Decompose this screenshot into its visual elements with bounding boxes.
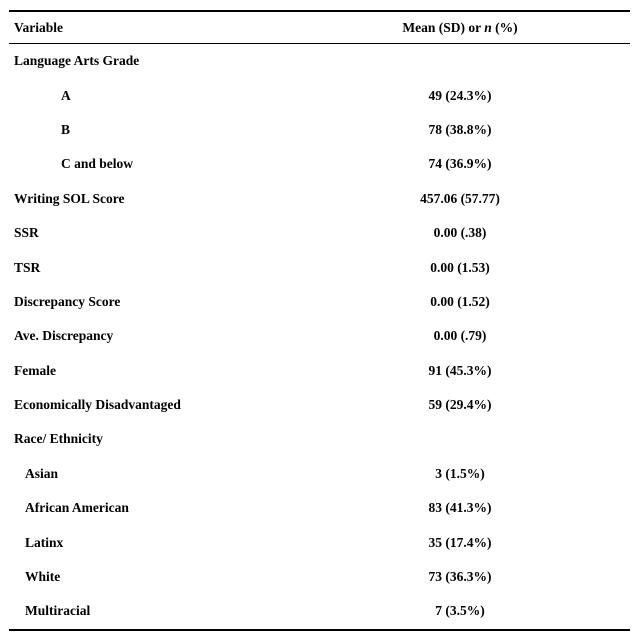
row-value: 3 (1.5%) — [435, 465, 485, 481]
row-label: Female — [14, 362, 56, 378]
table-row: Language Arts Grade — [9, 44, 630, 78]
table-top-rule — [9, 10, 630, 12]
table-header-row: Variable Mean (SD) or n (%) — [9, 12, 630, 43]
row-label: C and below — [61, 156, 134, 172]
row-label: A — [61, 87, 71, 103]
row-value: 0.00 (.38) — [433, 225, 487, 241]
row-label: SSR — [14, 225, 39, 241]
table-row: Asian 3 (1.5%) — [9, 457, 630, 491]
descriptive-statistics-table: Variable Mean (SD) or n (%) Language Art… — [9, 10, 630, 631]
row-label: Discrepancy Score — [14, 293, 121, 309]
table-row: Ave. Discrepancy 0.00 (.79) — [9, 319, 630, 353]
row-value: 78 (38.8%) — [428, 121, 492, 137]
row-value: 74 (36.9%) — [428, 156, 492, 172]
row-value: 73 (36.3%) — [428, 569, 492, 585]
table-row: B 78 (38.8%) — [9, 113, 630, 147]
value-header-n-italic: n — [484, 19, 492, 35]
column-header-variable: Variable — [14, 19, 64, 35]
row-value: 0.00 (.79) — [433, 328, 487, 344]
table-header-rule — [9, 43, 630, 44]
table-row: Writing SOL Score 457.06 (57.77) — [9, 182, 630, 216]
table-row: C and below 74 (36.9%) — [9, 147, 630, 181]
table-row: SSR 0.00 (.38) — [9, 216, 630, 250]
row-label: Writing SOL Score — [14, 190, 125, 206]
row-label: Latinx — [25, 534, 64, 550]
row-value: 457.06 (57.77) — [420, 190, 500, 206]
table-row: Latinx 35 (17.4%) — [9, 525, 630, 559]
row-label: African American — [25, 500, 129, 516]
row-label: B — [61, 121, 71, 137]
row-value: 83 (41.3%) — [428, 500, 492, 516]
table-row: Economically Disadvantaged 59 (29.4%) — [9, 388, 630, 422]
row-label: Language Arts Grade — [14, 53, 140, 69]
table-row: A 49 (24.3%) — [9, 78, 630, 112]
row-label: Asian — [25, 465, 59, 481]
row-value: 49 (24.3%) — [428, 87, 492, 103]
table-body: Language Arts Grade A 49 (24.3%) B 78 (38.8%… — [9, 44, 630, 629]
row-label: White — [25, 569, 61, 585]
row-label: Race/ Ethnicity — [14, 431, 103, 447]
row-value: 59 (29.4%) — [428, 397, 492, 413]
row-value: 7 (3.5%) — [435, 603, 485, 619]
row-value: 0.00 (1.53) — [430, 259, 490, 275]
row-value: 91 (45.3%) — [428, 362, 492, 378]
row-label: Economically Disadvantaged — [14, 397, 181, 413]
row-label: TSR — [14, 259, 41, 275]
table-row: Multiracial 7 (3.5%) — [9, 594, 630, 628]
value-header-prefix: Mean (SD) or — [402, 19, 485, 35]
row-label: Multiracial — [25, 603, 91, 619]
row-value: 35 (17.4%) — [428, 534, 492, 550]
table-row: Race/ Ethnicity — [9, 422, 630, 456]
column-header-value: Mean (SD) or n (%) — [355, 20, 565, 36]
table-bottom-rule — [9, 628, 630, 631]
row-value: 0.00 (1.52) — [430, 293, 490, 309]
table-row: African American 83 (41.3%) — [9, 491, 630, 525]
table-row: TSR 0.00 (1.53) — [9, 250, 630, 284]
table-row: Discrepancy Score 0.00 (1.52) — [9, 285, 630, 319]
table-row: White 73 (36.3%) — [9, 560, 630, 594]
row-label: Ave. Discrepancy — [14, 328, 114, 344]
table-row: Female 91 (45.3%) — [9, 354, 630, 388]
value-header-suffix: (%) — [491, 19, 518, 35]
